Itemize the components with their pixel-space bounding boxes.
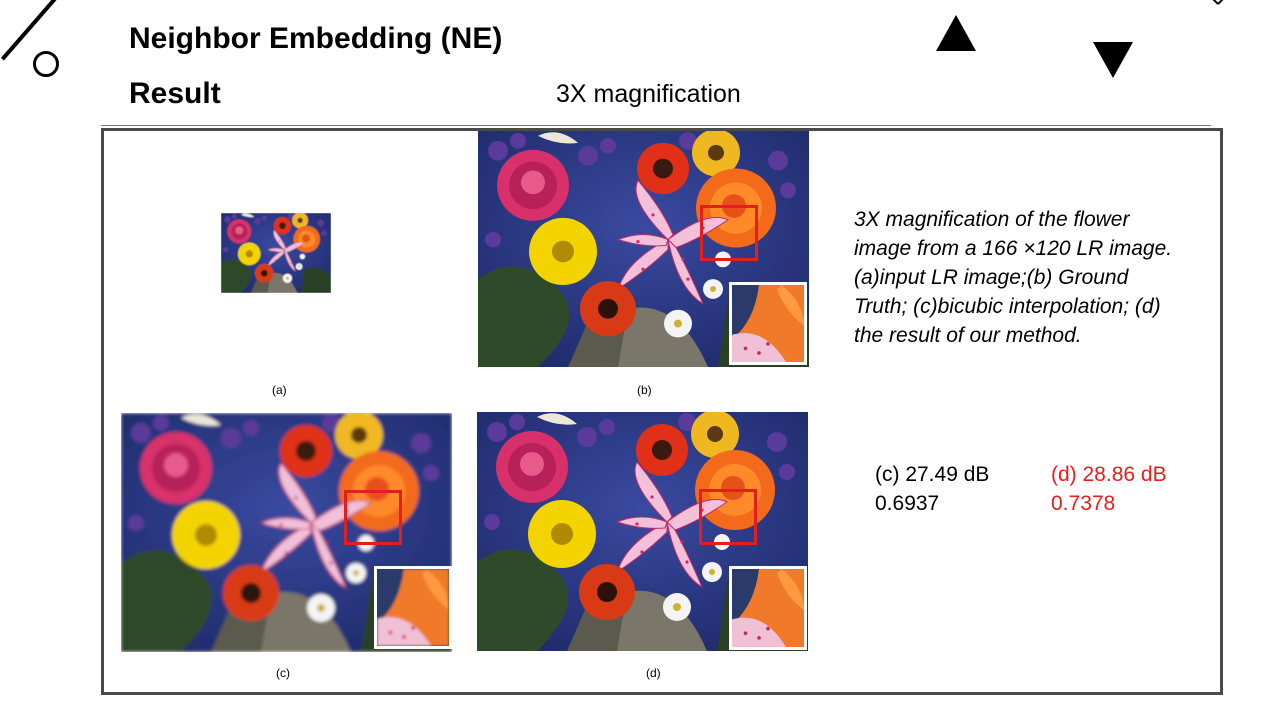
deco-line-icon bbox=[0, 0, 64, 61]
label-a: (a) bbox=[272, 383, 287, 397]
zoom-region-d bbox=[699, 489, 757, 545]
metric-c-ssim: 0.6937 bbox=[875, 492, 940, 515]
figure-caption: 3X magnification of the flower image fro… bbox=[854, 208, 1173, 347]
up-arrow-icon[interactable] bbox=[936, 15, 976, 51]
deco-circle-icon bbox=[33, 51, 59, 77]
input-lr-image bbox=[221, 213, 331, 293]
zoom-inset-d bbox=[729, 566, 807, 650]
close-icon[interactable] bbox=[1200, 0, 1236, 16]
page-title: Neighbor Embedding (NE) bbox=[129, 22, 503, 55]
down-arrow-icon[interactable] bbox=[1093, 42, 1133, 78]
figure-frame bbox=[101, 128, 1223, 695]
metric-d-ssim: 0.7378 bbox=[1051, 492, 1116, 515]
frame-top-rule bbox=[101, 125, 1211, 126]
metric-d-psnr: (d) 28.86 dB bbox=[1051, 463, 1167, 486]
metric-c-psnr: (c) 27.49 dB bbox=[875, 463, 990, 486]
label-b: (b) bbox=[637, 383, 652, 397]
zoom-region-c bbox=[344, 490, 402, 545]
label-d: (d) bbox=[646, 666, 661, 680]
zoom-inset-b bbox=[729, 282, 807, 365]
label-c: (c) bbox=[276, 666, 290, 680]
zoom-inset-c bbox=[374, 566, 452, 649]
section-subtitle: Result bbox=[129, 77, 221, 110]
magnification-heading: 3X magnification bbox=[556, 80, 741, 108]
zoom-region-b bbox=[700, 205, 758, 261]
